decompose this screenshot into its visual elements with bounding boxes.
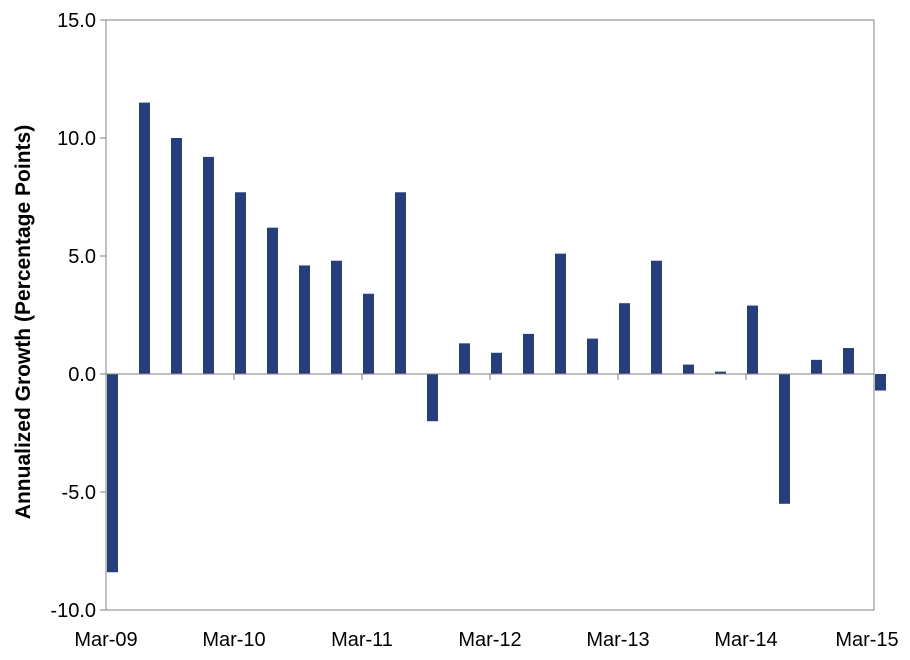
x-axis-ticks: Mar-09 Mar-10 Mar-11 Mar-12 Mar-13 Mar-14 Mar-… [74, 374, 899, 651]
bars-group [107, 102, 886, 573]
bar-mar-14 [747, 305, 758, 374]
bar-mar-12 [491, 352, 502, 374]
y-tick-label: -10.0 [50, 600, 96, 622]
plot-area-border [105, 19, 875, 611]
bar-sep-12 [555, 253, 566, 374]
bar-sep-09 [171, 138, 182, 374]
x-tick-label: Mar-14 [714, 629, 777, 651]
bar-mar-13 [619, 303, 630, 374]
y-tick-label: 0.0 [68, 364, 96, 386]
x-tick-label: Mar-15 [835, 629, 898, 651]
bar-jun-14 [779, 374, 790, 504]
bar-jun-11 [395, 192, 406, 374]
x-tick-label: Mar-11 [331, 629, 393, 651]
bar-mar-10 [235, 192, 246, 374]
bar-sep-14 [811, 359, 822, 374]
bar-dec-12 [587, 338, 598, 374]
bar-mar-11 [363, 293, 374, 374]
bar-jun-10 [267, 227, 278, 374]
bar-sep-10 [299, 265, 310, 374]
x-tick-label: Mar-10 [202, 629, 265, 651]
bar-jun-12 [523, 333, 534, 374]
bar-dec-09 [203, 156, 214, 374]
y-tick-label: 5.0 [68, 246, 96, 268]
y-tick-label: -5.0 [62, 482, 96, 504]
y-tick-label: 15.0 [57, 10, 96, 32]
x-tick-label: Mar-12 [458, 629, 521, 651]
x-tick-label: Mar-09 [74, 629, 137, 651]
bar-dec-11 [459, 343, 470, 374]
x-tick-label: Mar-13 [586, 629, 649, 651]
bar-mar-09 [107, 374, 118, 573]
bar-dec-10 [331, 260, 342, 374]
bar-jun-13 [651, 260, 662, 374]
bar-sep-11 [427, 374, 438, 422]
y-axis-ticks: -10.0 -5.0 0.0 5.0 10.0 15.0 [50, 10, 106, 622]
bar-jun-09 [139, 102, 150, 374]
y-axis-title: Annualized Growth (Percentage Points) [12, 125, 35, 519]
bar-dec-14 [843, 348, 854, 374]
y-tick-label: 10.0 [57, 128, 96, 150]
bar-sep-13 [683, 364, 694, 374]
bar-mar-15 [875, 374, 886, 391]
bar-dec-13 [715, 371, 726, 374]
